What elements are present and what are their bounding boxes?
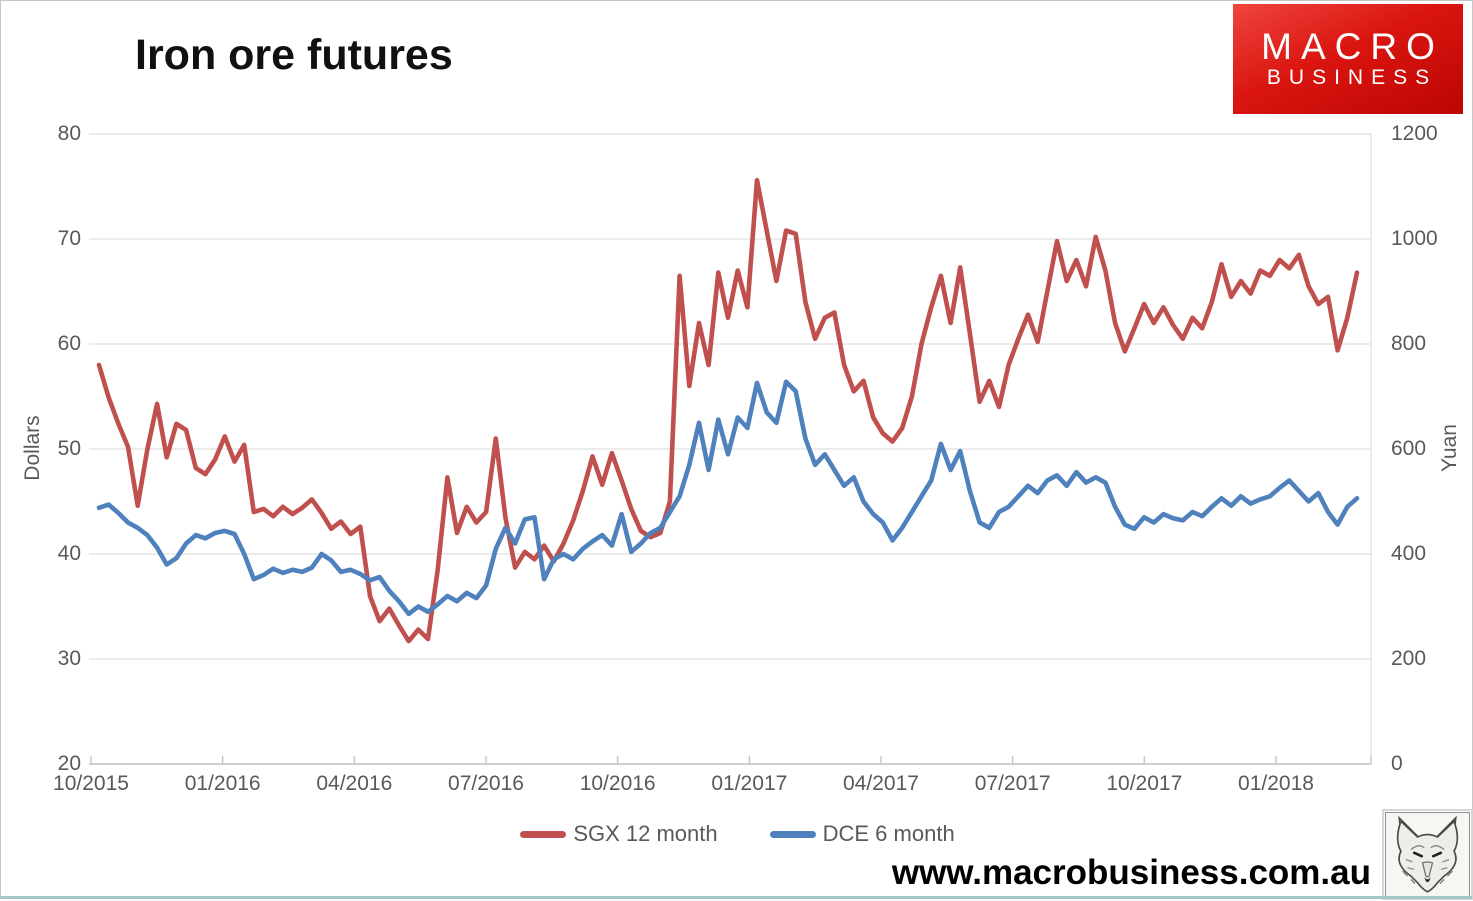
left-tick-label: 30 [57,647,81,670]
left-tick-label: 80 [57,122,81,145]
left-tick-label: 70 [57,227,81,250]
legend-item-dce: DCE 6 month [769,821,955,847]
legend: SGX 12 month DCE 6 month [1,817,1473,851]
dce-line-swatch [769,830,816,838]
right-tick-label: 1000 [1391,227,1438,250]
macrobusiness-logo: MACRO BUSINESS [1233,4,1463,114]
left-tick-label: 60 [57,332,81,355]
x-tick-label: 04/2017 [843,772,919,795]
right-tick-label: 0 [1391,752,1403,775]
website-url: www.macrobusiness.com.au [891,853,1371,892]
legend-label-dce: DCE 6 month [822,821,955,846]
x-tick-label: 10/2017 [1106,772,1183,795]
x-tick-label: 10/2016 [579,772,656,795]
page-title: Iron ore futures [135,31,453,79]
left-tick-label: 20 [57,752,81,775]
x-tick-label: 07/2016 [448,772,524,795]
right-tick-label: 800 [1391,332,1427,355]
bottom-border [1,896,1472,899]
right-tick-label: 200 [1391,647,1427,670]
x-tick-label: 10/2015 [53,772,129,795]
legend-item-sgx: SGX 12 month [520,821,718,847]
left-tick-label: 50 [57,437,81,460]
fox-engraving-icon [1386,813,1469,896]
fox-logo-image [1382,809,1473,900]
right-tick-label: 1200 [1391,122,1438,145]
legend-label-sgx: SGX 12 month [573,821,718,846]
x-tick-label: 01/2018 [1238,772,1314,795]
logo-text-business: BUSINESS [1266,66,1438,90]
x-tick-label: 01/2016 [184,772,261,795]
x-tick-label: 07/2017 [974,772,1051,795]
sgx-line-swatch [520,830,567,838]
right-tick-label: 600 [1391,437,1427,460]
logo-text-macro: MACRO [1261,25,1444,67]
x-tick-label: 01/2017 [711,772,788,795]
right-tick-label: 400 [1391,542,1427,565]
left-tick-label: 40 [57,542,81,565]
x-tick-label: 04/2016 [316,772,393,795]
